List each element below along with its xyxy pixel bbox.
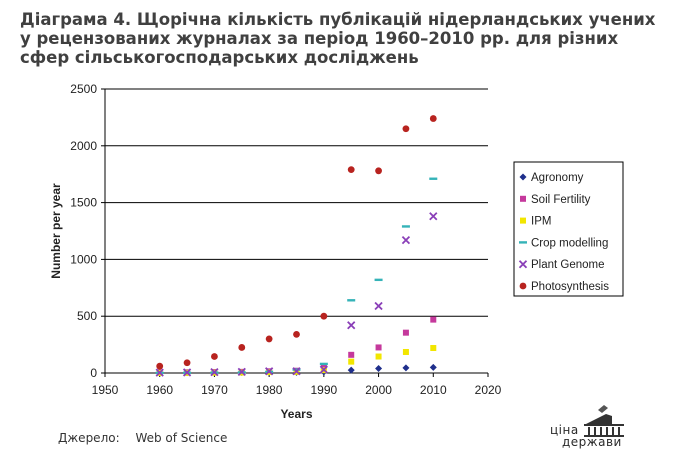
- point-photosynthesis: [183, 359, 191, 367]
- x-tick-label: 1970: [201, 383, 228, 397]
- point-crop-modelling: [292, 368, 301, 371]
- x-tick-label: 2010: [420, 383, 447, 397]
- y-tick-label: 0: [90, 366, 97, 380]
- legend-label-ipm: IPM: [531, 216, 551, 228]
- point-agronomy: [402, 364, 410, 372]
- point-ipm: [375, 353, 382, 360]
- point-agronomy: [347, 366, 355, 374]
- point-plant-genome: [237, 367, 246, 377]
- point-soil-fertility: [348, 351, 355, 358]
- legend-label-photosynthesis: Photosynthesis: [531, 281, 609, 293]
- point-photosynthesis: [375, 167, 382, 175]
- point-plant-genome: [347, 321, 356, 330]
- point-agronomy: [429, 363, 437, 371]
- x-tick-label: 1950: [92, 383, 119, 397]
- y-tick-label: 2000: [70, 139, 97, 153]
- point-crop-modelling: [374, 278, 383, 282]
- logo-text-line1: ціна: [550, 423, 579, 437]
- legend-label-plant-genome: Plant Genome: [531, 259, 605, 271]
- x-tick-label: 2020: [475, 383, 502, 397]
- source-value: Web of Science: [135, 431, 228, 445]
- point-ipm: [402, 348, 409, 355]
- point-photosynthesis: [347, 166, 355, 174]
- legend-marker-plant-genome: [518, 260, 528, 269]
- point-ipm: [430, 345, 437, 352]
- point-photosynthesis: [265, 335, 273, 343]
- point-photosynthesis: [156, 362, 164, 370]
- point-plant-genome: [182, 368, 192, 377]
- x-axis-title: Years: [280, 407, 312, 421]
- logo-text-line2: держави: [562, 435, 622, 449]
- legend-marker-ipm: [520, 217, 526, 224]
- legend-marker-soil-fertility: [520, 195, 526, 202]
- point-soil-fertility: [375, 344, 382, 351]
- legend-marker-agronomy: [519, 173, 527, 181]
- point-plant-genome: [265, 367, 274, 376]
- x-tick-label: 1980: [256, 383, 283, 397]
- point-soil-fertility: [430, 316, 437, 323]
- legend-label-agronomy: Agronomy: [531, 172, 584, 184]
- point-plant-genome: [210, 367, 219, 377]
- point-photosynthesis: [238, 344, 246, 351]
- point-plant-genome: [319, 365, 328, 374]
- point-crop-modelling: [319, 362, 328, 366]
- source-note: Джерело: Web of Science: [58, 431, 227, 445]
- y-tick-label: 500: [77, 309, 97, 323]
- point-crop-modelling: [347, 299, 356, 302]
- y-tick-label: 1000: [70, 252, 97, 266]
- point-plant-genome: [429, 212, 438, 221]
- y-tick-label: 1500: [70, 196, 97, 210]
- legend-box: [513, 161, 624, 297]
- point-photosynthesis: [211, 353, 218, 360]
- logo-emblem-icon: [584, 405, 624, 437]
- y-tick-label: 2500: [70, 82, 97, 96]
- point-photosynthesis: [429, 115, 437, 122]
- x-tick-label: 1960: [146, 383, 173, 397]
- chart-title: Діаграма 4. Щорічна кількість публікацій…: [20, 10, 656, 67]
- point-plant-genome: [401, 235, 411, 245]
- point-soil-fertility: [402, 329, 409, 336]
- point-photosynthesis: [320, 312, 328, 320]
- point-plant-genome: [292, 367, 301, 376]
- legend-marker-crop-modelling: [519, 241, 527, 244]
- point-photosynthesis: [293, 330, 300, 338]
- y-axis-title: Number per year: [49, 183, 63, 279]
- point-plant-genome: [374, 301, 383, 311]
- legend-label-crop-modelling: Crop modelling: [531, 237, 608, 249]
- source-label: Джерело:: [58, 431, 120, 445]
- point-crop-modelling: [429, 177, 438, 180]
- point-ipm: [348, 358, 355, 365]
- logo: ціна держави: [548, 402, 648, 452]
- legend-label-soil-fertility: Soil Fertility: [531, 194, 591, 206]
- point-plant-genome: [155, 368, 164, 377]
- point-photosynthesis: [402, 125, 410, 133]
- point-agronomy: [375, 364, 383, 372]
- x-tick-label: 1990: [311, 383, 338, 397]
- legend-marker-photosynthesis: [519, 282, 527, 290]
- x-tick-label: 2000: [365, 383, 392, 397]
- point-crop-modelling: [401, 225, 410, 228]
